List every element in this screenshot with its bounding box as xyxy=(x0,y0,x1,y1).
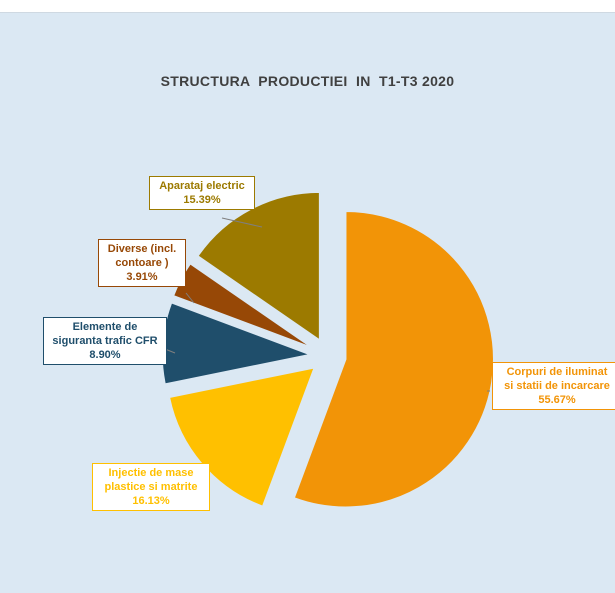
data-label: Elemente de siguranta trafic CFR 8.90% xyxy=(43,317,167,365)
data-label-value: 16.13% xyxy=(132,495,170,507)
data-label-category: Aparataj electric xyxy=(159,180,245,192)
chart-title: STRUCTURA PRODUCTIEI IN T1-T3 2020 xyxy=(160,73,455,89)
data-label-category: Elemente de xyxy=(72,321,138,333)
data-label-value: 8.90% xyxy=(89,349,121,361)
chart-area: STRUCTURA PRODUCTIEI IN T1-T3 2020 Corpu… xyxy=(0,12,615,593)
pie-chart xyxy=(161,191,495,508)
data-label-category: si statii de incarcare xyxy=(504,380,610,392)
data-label-category: Injectie de mase xyxy=(108,467,194,479)
data-label-category: Corpuri de iluminat xyxy=(506,366,608,378)
data-label-value: 3.91% xyxy=(126,271,158,283)
data-label: Diverse (incl. contoare ) 3.91% xyxy=(98,239,186,287)
data-label-category: siguranta trafic CFR xyxy=(52,335,158,347)
data-label-category: contoare ) xyxy=(115,257,169,269)
data-label-category: plastice si matrite xyxy=(104,481,198,493)
data-label-value: 15.39% xyxy=(183,194,221,206)
data-labels: Corpuri de iluminat si statii de incarcar… xyxy=(0,13,615,593)
pie-slice xyxy=(293,210,495,508)
leader-line xyxy=(221,217,263,228)
data-label-value: 55.67% xyxy=(538,394,576,406)
data-label: Injectie de mase plastice si matrite 16.13… xyxy=(92,463,210,511)
data-label: Aparataj electric 15.39% xyxy=(149,176,255,210)
data-label-category: Diverse (incl. xyxy=(107,243,177,255)
leader-line xyxy=(185,292,195,304)
data-label: Corpuri de iluminat si statii de incarcar… xyxy=(492,362,615,410)
